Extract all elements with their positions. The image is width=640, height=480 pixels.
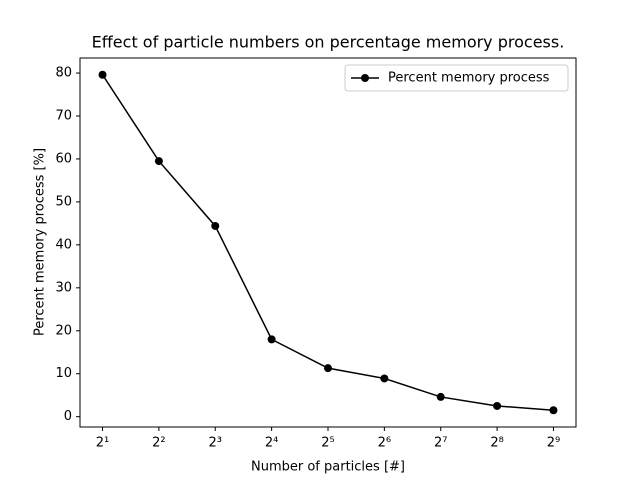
y-tick-label: 60 (55, 151, 72, 166)
x-tick-label: 2⁶ (378, 436, 391, 451)
y-tick-label: 70 (55, 108, 72, 123)
legend-marker (361, 74, 369, 82)
data-point (493, 401, 502, 410)
y-tick-label: 80 (55, 66, 72, 81)
data-point (323, 364, 332, 373)
x-tick-label: 2⁴ (265, 436, 278, 451)
y-tick-label: 0 (64, 409, 72, 424)
x-tick-label: 2⁹ (547, 436, 560, 451)
x-tick-label: 2² (152, 436, 165, 451)
x-tick-label: 2⁸ (490, 436, 503, 451)
y-tick-label: 30 (55, 280, 72, 295)
data-point (98, 70, 107, 79)
x-tick-label: 2⁵ (321, 436, 334, 451)
y-tick-label: 50 (55, 194, 72, 209)
y-tick-label: 40 (55, 237, 72, 252)
legend-box (344, 64, 569, 92)
data-point (380, 374, 389, 383)
data-point (549, 406, 558, 415)
data-point (154, 157, 163, 166)
x-axis-label: Number of particles [#] (251, 460, 405, 475)
y-tick-label: 20 (55, 323, 72, 338)
x-tick-label: 2¹ (96, 436, 109, 451)
x-tick-label: 2³ (209, 436, 222, 451)
data-point (436, 392, 445, 401)
y-axis-label: Percent memory process [%] (33, 148, 48, 336)
x-tick-label: 2⁷ (434, 436, 447, 451)
legend-label: Percent memory process (388, 71, 550, 86)
data-point (211, 221, 220, 230)
chart-title: Effect of particle numbers on percentage… (92, 33, 565, 52)
y-tick-label: 10 (55, 366, 72, 381)
data-point (267, 335, 276, 344)
